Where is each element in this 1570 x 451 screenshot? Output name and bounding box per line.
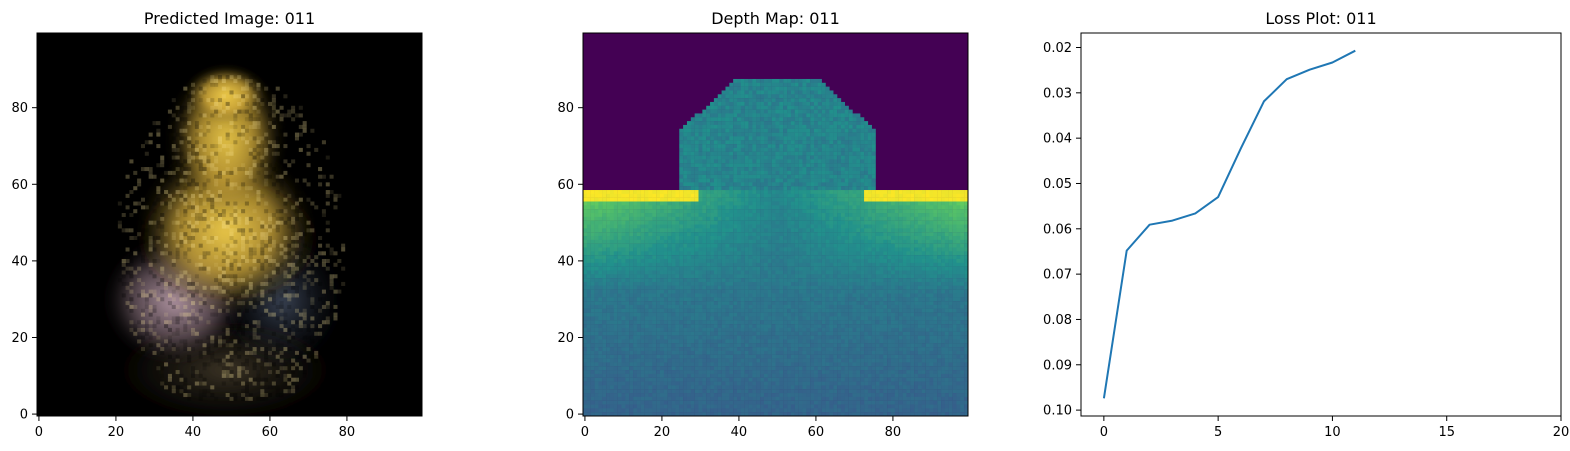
x-tick-label: 20 bbox=[1553, 425, 1570, 440]
panel-loss-plot: Loss Plot: 011 0 5 10 15 200.020.030.040.050… bbox=[1043, 9, 1569, 440]
x-tick-label: 60 bbox=[808, 425, 825, 440]
x-tick-label: 40 bbox=[185, 425, 202, 440]
y-tick-label: 0.05 bbox=[1043, 177, 1072, 192]
y-tick-label: 20 bbox=[557, 331, 574, 346]
x-tick-label: 80 bbox=[339, 425, 356, 440]
x-tick-label: 80 bbox=[885, 425, 902, 440]
depth-map-raster bbox=[583, 33, 968, 416]
y-tick-label: 60 bbox=[11, 178, 28, 193]
panel-predicted-image: Predicted Image: 011 0 20 40 60 80 0 20 40 60 80 bbox=[11, 9, 423, 440]
x-tick-label: 10 bbox=[1324, 425, 1341, 440]
y-tick-label: 0.06 bbox=[1043, 222, 1072, 237]
y-tick-label: 40 bbox=[557, 254, 574, 269]
predicted-image-raster bbox=[37, 33, 422, 416]
panel-depth-map: Depth Map: 011 0 20 40 60 80 0 20 40 60 80 bbox=[557, 9, 969, 440]
x-tick-label: 0 bbox=[581, 425, 589, 440]
y-tick-label: 0 bbox=[566, 408, 574, 423]
y-tick-label: 0.09 bbox=[1043, 358, 1072, 373]
axes-ticks: 0 20 40 60 80 0 20 40 60 80 bbox=[11, 101, 355, 440]
y-tick-label: 40 bbox=[11, 254, 28, 269]
y-tick-label: 0.10 bbox=[1043, 404, 1072, 419]
y-tick-label: 0.08 bbox=[1043, 313, 1072, 328]
y-tick-label: 20 bbox=[11, 331, 28, 346]
loss-series bbox=[1102, 49, 1356, 399]
y-tick-label: 0 bbox=[20, 408, 28, 423]
y-tick-label: 80 bbox=[557, 101, 574, 116]
y-tick-label: 0.07 bbox=[1043, 268, 1072, 283]
y-tick-label: 60 bbox=[557, 178, 574, 193]
loss-line bbox=[1102, 49, 1356, 399]
y-tick-label: 0.03 bbox=[1043, 86, 1072, 101]
y-tick-label: 80 bbox=[11, 101, 28, 116]
chart-title: Loss Plot: 011 bbox=[1265, 9, 1376, 28]
x-tick-label: 0 bbox=[35, 425, 43, 440]
axes-ticks: 0 20 40 60 80 0 20 40 60 80 bbox=[557, 101, 901, 440]
axes-ticks: 0 5 10 15 20 0.02 0.03 0.04 0.05 0.06 0.07 0.08 0.09… bbox=[1043, 41, 1569, 440]
y-tick-label: 0.02 bbox=[1043, 41, 1072, 56]
y-tick-label: 0.04 bbox=[1043, 132, 1072, 147]
chart-title: Depth Map: 011 bbox=[711, 9, 840, 28]
chart-title: Predicted Image: 011 bbox=[144, 9, 315, 28]
x-tick-label: 0 bbox=[1100, 425, 1108, 440]
x-tick-label: 20 bbox=[108, 425, 125, 440]
x-tick-label: 15 bbox=[1438, 425, 1455, 440]
x-tick-label: 5 bbox=[1214, 425, 1222, 440]
x-tick-label: 40 bbox=[731, 425, 748, 440]
x-tick-label: 20 bbox=[654, 425, 671, 440]
x-tick-label: 60 bbox=[262, 425, 279, 440]
